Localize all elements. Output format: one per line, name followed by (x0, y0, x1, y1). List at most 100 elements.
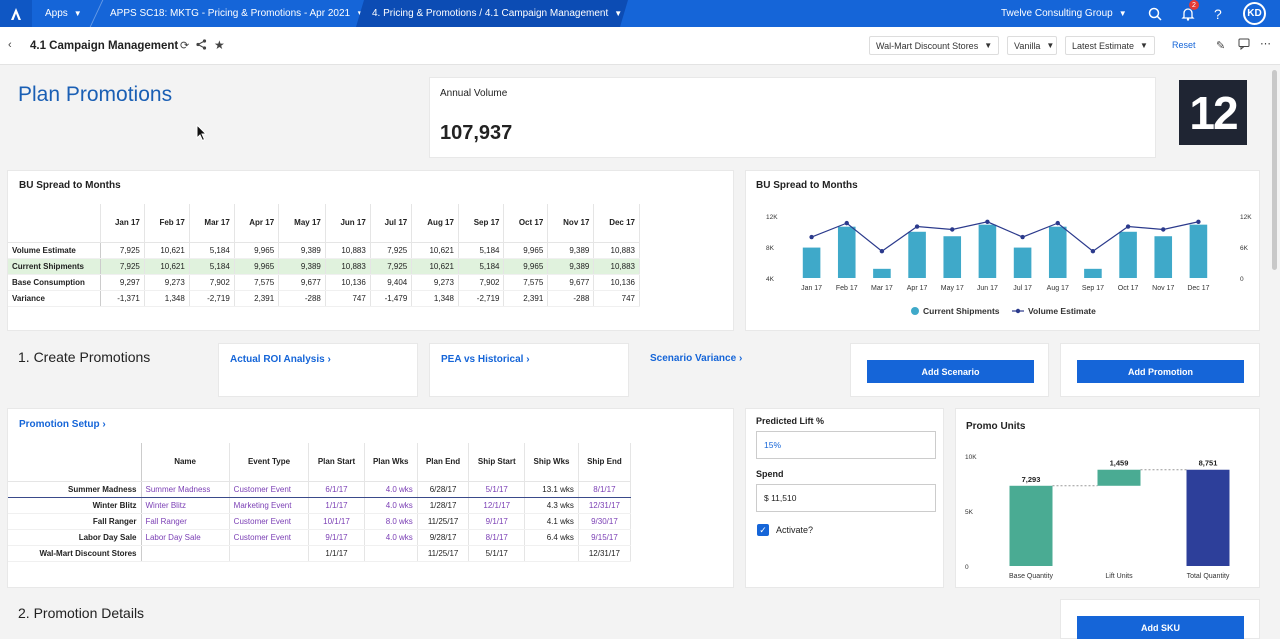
table-cell[interactable]: 7,575 (234, 274, 280, 291)
table-cell[interactable]: -2,719 (458, 290, 505, 307)
pea-vs-historical-link[interactable]: PEA vs Historical › (441, 354, 530, 365)
table-cell[interactable]: 4.0 wks (364, 529, 418, 546)
table-cell[interactable]: 9,965 (503, 242, 549, 259)
apps-menu[interactable]: Apps ▼ (45, 0, 82, 27)
table-row[interactable]: Winter Blitz Winter Blitz Marketing Event 1… (8, 497, 632, 514)
table-cell[interactable]: 9/28/17 (417, 529, 470, 546)
table-cell[interactable]: -288 (278, 290, 326, 307)
table-cell[interactable]: 10,621 (411, 242, 459, 259)
table-cell[interactable]: 10/1/17 (308, 513, 365, 530)
table-cell[interactable] (364, 545, 418, 562)
table-cell[interactable]: Customer Event (229, 529, 310, 546)
table-cell[interactable]: 9,965 (503, 258, 549, 275)
table-cell[interactable]: 9,965 (234, 258, 280, 275)
table-cell[interactable]: 6/1/17 (308, 480, 365, 498)
table-cell[interactable]: Summer Madness (141, 480, 230, 498)
point-volume-estimate[interactable] (985, 219, 990, 224)
table-cell[interactable]: 7,925 (370, 258, 413, 275)
page-scrollbar[interactable] (1272, 70, 1277, 270)
actual-roi-analysis-link[interactable]: Actual ROI Analysis › (230, 354, 331, 365)
table-cell[interactable]: 10,883 (325, 242, 371, 259)
table-cell[interactable]: 9,677 (547, 274, 595, 291)
table-cell[interactable]: 12/31/17 (578, 545, 632, 562)
back-arrow-icon[interactable]: ‹ (8, 39, 12, 51)
table-cell[interactable]: 9/30/17 (578, 513, 632, 530)
table-cell[interactable]: 2,391 (234, 290, 280, 307)
bar-current-shipments[interactable] (837, 226, 856, 278)
table-cell[interactable]: 1,348 (144, 290, 190, 307)
table-cell[interactable]: 9,389 (278, 258, 326, 275)
table-cell[interactable]: 6/28/17 (417, 480, 470, 498)
table-cell[interactable]: 7,925 (100, 258, 145, 275)
predicted-lift-input[interactable]: 15% (756, 431, 936, 459)
add-promotion-button[interactable]: Add Promotion (1077, 360, 1244, 383)
table-cell[interactable]: 5,184 (458, 258, 505, 275)
point-volume-estimate[interactable] (914, 224, 920, 229)
avatar[interactable]: KD (1243, 2, 1266, 25)
table-cell[interactable]: 9/1/17 (308, 529, 365, 546)
table-cell[interactable]: 7,902 (458, 274, 505, 291)
bar-base-quantity[interactable] (1009, 485, 1053, 566)
table-cell[interactable]: 9,677 (278, 274, 326, 291)
table-cell[interactable]: 9,297 (100, 274, 145, 291)
table-cell[interactable]: 6.4 wks (524, 529, 579, 546)
pencil-icon[interactable]: ✎ (1216, 40, 1226, 52)
table-cell[interactable]: -1,479 (370, 290, 413, 307)
table-cell[interactable]: 2,391 (503, 290, 549, 307)
activate-checkbox[interactable]: ✓ (757, 524, 769, 536)
table-cell[interactable]: Customer Event (229, 513, 310, 530)
table-cell[interactable]: 5/1/17 (468, 545, 526, 562)
table-cell[interactable]: 8/1/17 (578, 480, 632, 498)
org-selector[interactable]: Twelve Consulting Group ▼ (1001, 0, 1127, 27)
bar-current-shipments[interactable] (873, 268, 891, 278)
table-cell[interactable]: 5/1/17 (468, 480, 526, 498)
search-icon[interactable] (1148, 0, 1162, 27)
table-row[interactable]: Wal-Mart Discount Stores 1/1/17 11/25/17 5/… (8, 545, 632, 562)
table-cell[interactable]: 4.3 wks (524, 497, 579, 514)
point-volume-estimate[interactable] (1196, 219, 1201, 224)
table-row[interactable]: Fall Ranger Fall Ranger Customer Event 10/1… (8, 513, 632, 530)
table-cell[interactable]: Labor Day Sale (141, 529, 230, 546)
table-cell[interactable]: 1/1/17 (308, 497, 365, 514)
table-cell[interactable]: 747 (593, 290, 640, 307)
breadcrumb-page[interactable]: 4. Pricing & Promotions / 4.1 Campaign M… (372, 0, 622, 27)
table-cell[interactable]: 7,575 (503, 274, 549, 291)
table-cell[interactable]: 10,621 (144, 242, 190, 259)
point-volume-estimate[interactable] (844, 220, 849, 226)
table-cell[interactable]: 12/31/17 (578, 497, 632, 514)
help-icon[interactable]: ? (1214, 5, 1222, 22)
bell-icon[interactable] (1181, 0, 1195, 27)
add-sku-button[interactable]: Add SKU (1077, 616, 1244, 639)
table-cell[interactable]: 10,883 (593, 242, 640, 259)
table-cell[interactable]: 12/1/17 (468, 497, 526, 514)
table-cell[interactable]: 4.0 wks (364, 497, 418, 514)
table-cell[interactable]: -2,719 (189, 290, 235, 307)
table-cell[interactable]: 9/15/17 (578, 529, 632, 546)
table-cell[interactable]: Marketing Event (229, 497, 310, 514)
version-filter-dropdown[interactable]: Vanilla ▼ (1007, 36, 1057, 55)
bar-total-quantity[interactable] (1186, 469, 1230, 566)
table-cell[interactable]: 4.0 wks (364, 480, 418, 498)
bar-current-shipments[interactable] (1013, 247, 1032, 278)
bar-current-shipments[interactable] (1189, 224, 1208, 278)
promotion-setup-link[interactable]: Promotion Setup › (19, 419, 106, 430)
comment-icon[interactable] (1238, 38, 1250, 53)
star-icon[interactable]: ★ (214, 38, 225, 52)
table-cell[interactable]: 5,184 (189, 242, 235, 259)
table-cell[interactable]: 7,925 (100, 242, 145, 259)
table-cell[interactable]: 11/25/17 (417, 545, 470, 562)
table-cell[interactable]: Customer Event (229, 480, 310, 498)
breadcrumb-model[interactable]: APPS SC18: MKTG - Pricing & Promotions -… (110, 0, 364, 27)
table-cell[interactable]: 1,348 (411, 290, 459, 307)
table-cell[interactable]: 9,389 (278, 242, 326, 259)
scenario-variance-link[interactable]: Scenario Variance › (650, 353, 743, 364)
table-cell[interactable]: 9,273 (144, 274, 190, 291)
table-cell[interactable]: -288 (547, 290, 595, 307)
table-cell[interactable]: 10,883 (325, 258, 371, 275)
share-icon[interactable] (196, 39, 207, 53)
table-cell[interactable]: 9/1/17 (468, 513, 526, 530)
bar-current-shipments[interactable] (1084, 268, 1102, 278)
table-row[interactable]: Summer Madness Summer Madness Customer Eve… (8, 480, 632, 498)
table-cell[interactable]: 8/1/17 (468, 529, 526, 546)
point-volume-estimate[interactable] (1125, 224, 1131, 229)
